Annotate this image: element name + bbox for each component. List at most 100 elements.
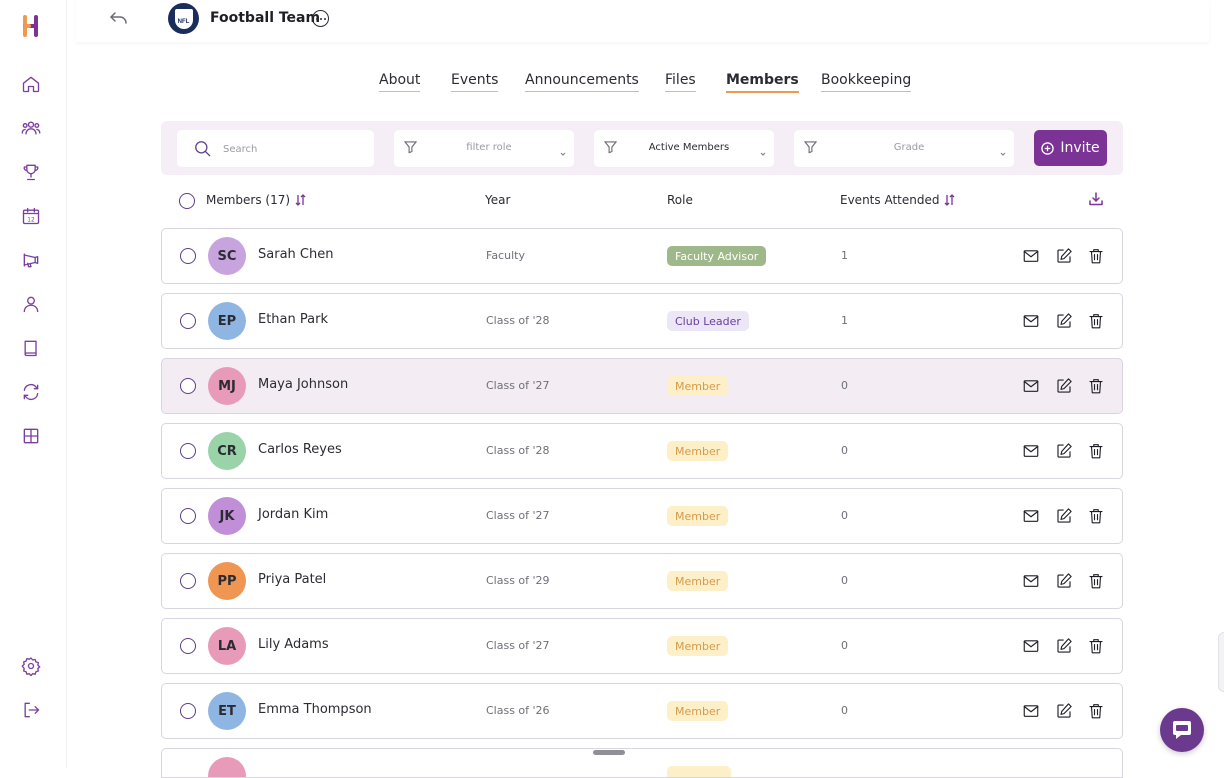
edit-icon[interactable] bbox=[1055, 572, 1073, 590]
search-input[interactable] bbox=[223, 140, 363, 158]
avatar: ET bbox=[208, 692, 246, 730]
edit-icon[interactable] bbox=[1055, 637, 1073, 655]
sort-icon[interactable] bbox=[295, 194, 306, 206]
member-name[interactable]: Lily Adams bbox=[258, 637, 329, 652]
trash-icon[interactable] bbox=[1087, 702, 1105, 720]
download-icon[interactable] bbox=[1088, 191, 1104, 207]
edit-icon[interactable] bbox=[1055, 312, 1073, 330]
trash-icon[interactable] bbox=[1087, 442, 1105, 460]
table-row-partial[interactable] bbox=[161, 748, 1123, 778]
tab-announcements[interactable]: Announcements bbox=[525, 72, 639, 92]
role-filter-value: filter role bbox=[466, 142, 512, 153]
mail-icon[interactable] bbox=[1022, 637, 1040, 655]
events-attended: 1 bbox=[841, 314, 848, 327]
row-select-radio[interactable] bbox=[180, 248, 196, 264]
sort-icon[interactable] bbox=[944, 194, 955, 206]
table-row[interactable]: LA Lily Adams Class of '27 Member 0 bbox=[161, 618, 1123, 674]
year-column-header: Year bbox=[485, 193, 511, 207]
trash-icon[interactable] bbox=[1087, 247, 1105, 265]
shield-icon: NFL bbox=[174, 8, 193, 29]
member-name[interactable]: Maya Johnson bbox=[258, 377, 349, 392]
edit-icon[interactable] bbox=[1055, 247, 1073, 265]
team-logo-text: NFL bbox=[177, 18, 190, 25]
mail-icon[interactable] bbox=[1022, 442, 1040, 460]
tab-about[interactable]: About bbox=[379, 72, 421, 92]
member-year: Class of '29 bbox=[486, 574, 550, 587]
mail-icon[interactable] bbox=[1022, 702, 1040, 720]
invite-button[interactable]: Invite bbox=[1034, 130, 1107, 166]
tab-members[interactable]: Members bbox=[726, 72, 799, 93]
table-row[interactable]: PP Priya Patel Class of '29 Member 0 bbox=[161, 553, 1123, 609]
row-select-radio[interactable] bbox=[180, 313, 196, 329]
grade-filter-select[interactable]: Grade bbox=[794, 130, 1014, 167]
edit-icon[interactable] bbox=[1055, 377, 1073, 395]
members-column-header[interactable]: Members (17) bbox=[206, 193, 306, 207]
row-select-radio[interactable] bbox=[180, 508, 196, 524]
member-name[interactable]: Jordan Kim bbox=[258, 507, 329, 522]
mail-icon[interactable] bbox=[1022, 507, 1040, 525]
member-name[interactable]: Carlos Reyes bbox=[258, 442, 342, 457]
member-name[interactable]: Priya Patel bbox=[258, 572, 327, 587]
member-name[interactable]: Ethan Park bbox=[258, 312, 328, 327]
grid-icon[interactable] bbox=[20, 425, 42, 447]
member-year: Class of '28 bbox=[486, 314, 550, 327]
logout-icon[interactable] bbox=[20, 699, 42, 721]
trophy-icon[interactable] bbox=[20, 161, 42, 183]
row-select-radio[interactable] bbox=[180, 573, 196, 589]
edit-icon[interactable] bbox=[1055, 507, 1073, 525]
search-box[interactable] bbox=[177, 130, 374, 167]
sidebar: 12 bbox=[0, 0, 67, 768]
tab-events[interactable]: Events bbox=[451, 72, 499, 92]
more-options-icon[interactable] bbox=[312, 10, 329, 27]
trash-icon[interactable] bbox=[1087, 572, 1105, 590]
app-logo[interactable] bbox=[20, 12, 42, 40]
tab-bookkeeping[interactable]: Bookkeeping bbox=[821, 72, 912, 92]
events-column-header[interactable]: Events Attended bbox=[840, 193, 955, 207]
settings-icon[interactable] bbox=[20, 655, 42, 677]
mail-icon[interactable] bbox=[1022, 377, 1040, 395]
role-badge: Member bbox=[667, 441, 729, 461]
user-icon[interactable] bbox=[20, 293, 42, 315]
users-icon[interactable] bbox=[20, 117, 42, 139]
tab-files[interactable]: Files bbox=[665, 72, 696, 92]
table-row[interactable]: SC Sarah Chen Faculty Faculty Advisor 1 bbox=[161, 228, 1123, 284]
grade-filter-value: Grade bbox=[893, 142, 925, 153]
events-attended: 1 bbox=[841, 249, 848, 262]
mail-icon[interactable] bbox=[1022, 247, 1040, 265]
trash-icon[interactable] bbox=[1087, 507, 1105, 525]
home-icon[interactable] bbox=[20, 73, 42, 95]
row-select-radio[interactable] bbox=[180, 378, 196, 394]
edit-icon[interactable] bbox=[1055, 702, 1073, 720]
table-row[interactable]: EP Ethan Park Class of '28 Club Leader 1 bbox=[161, 293, 1123, 349]
megaphone-icon[interactable] bbox=[20, 249, 42, 271]
scroll-handle[interactable] bbox=[593, 750, 625, 755]
member-name[interactable]: Emma Thompson bbox=[258, 702, 372, 717]
sync-icon[interactable] bbox=[20, 381, 42, 403]
side-drawer-handle[interactable] bbox=[1218, 632, 1224, 692]
table-row[interactable]: MJ Maya Johnson Class of '27 Member 0 bbox=[161, 358, 1123, 414]
row-select-radio[interactable] bbox=[180, 703, 196, 719]
row-select-radio[interactable] bbox=[180, 638, 196, 654]
edit-icon[interactable] bbox=[1055, 442, 1073, 460]
status-filter-select[interactable]: Active Members bbox=[594, 130, 774, 167]
trash-icon[interactable] bbox=[1087, 312, 1105, 330]
role-filter-select[interactable]: filter role bbox=[394, 130, 574, 167]
chat-button[interactable] bbox=[1160, 708, 1204, 752]
select-all-radio[interactable] bbox=[179, 193, 195, 209]
member-year: Class of '27 bbox=[486, 379, 550, 392]
member-year: Class of '28 bbox=[486, 444, 550, 457]
table-row[interactable]: ET Emma Thompson Class of '26 Member 0 bbox=[161, 683, 1123, 739]
chevron-down-icon bbox=[560, 144, 566, 156]
row-select-radio[interactable] bbox=[180, 443, 196, 459]
trash-icon[interactable] bbox=[1087, 377, 1105, 395]
members-header-label: Members (17) bbox=[206, 193, 291, 207]
calendar-icon[interactable]: 12 bbox=[20, 205, 42, 227]
mail-icon[interactable] bbox=[1022, 572, 1040, 590]
book-icon[interactable] bbox=[20, 337, 42, 359]
member-name[interactable]: Sarah Chen bbox=[258, 247, 334, 262]
back-arrow-icon[interactable] bbox=[108, 8, 130, 28]
mail-icon[interactable] bbox=[1022, 312, 1040, 330]
table-row[interactable]: JK Jordan Kim Class of '27 Member 0 bbox=[161, 488, 1123, 544]
table-row[interactable]: CR Carlos Reyes Class of '28 Member 0 bbox=[161, 423, 1123, 479]
trash-icon[interactable] bbox=[1087, 637, 1105, 655]
